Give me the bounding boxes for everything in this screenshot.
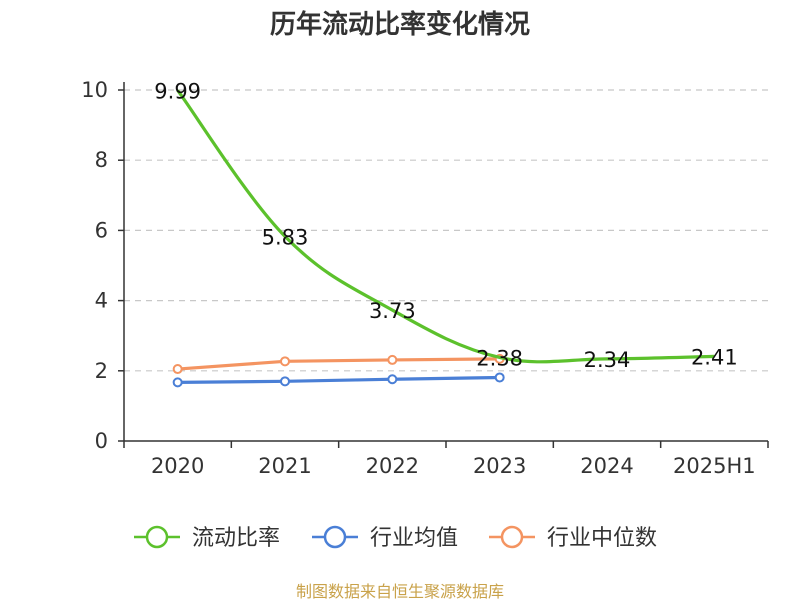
x-tick-label-2023: 2023 <box>473 454 526 478</box>
data-point-行业均值-2023 <box>494 372 505 383</box>
x-tick-label-2024: 2024 <box>580 454 633 478</box>
data-label-2021: 5.83 <box>262 225 309 249</box>
x-tick-label-2022: 2022 <box>366 454 419 478</box>
y-tick-label-8: 8 <box>95 148 108 172</box>
grid-lines <box>124 89 768 372</box>
legend-label-流动比率: 流动比率 <box>192 526 280 551</box>
series-line-流动比率 <box>176 89 715 364</box>
axes: 0 2 4 6 8 10 2020 2021 2022 2023 2024 2025H1 <box>81 78 769 478</box>
data-label-2022: 3.73 <box>369 299 416 323</box>
legend-item-流动比率[interactable]: 流动比率 <box>134 525 280 551</box>
data-label-2024: 2.34 <box>584 348 631 372</box>
y-tick-label-4: 4 <box>95 289 108 313</box>
legend-label-行业均值: 行业均值 <box>370 526 458 551</box>
data-point-行业均值-2021 <box>280 376 290 387</box>
x-tick-label-2025H1: 2025H1 <box>673 454 756 478</box>
legend-label-行业中位数: 行业中位数 <box>547 526 657 551</box>
y-tick-label-0: 0 <box>95 429 108 453</box>
legend-item-行业中位数[interactable]: 行业中位数 <box>489 525 657 551</box>
source-note: 制图数据来自恒生聚源数据库 <box>295 582 504 601</box>
y-tick-label-2: 2 <box>95 359 108 383</box>
legend[interactable]: 流动比率 行业均值 行业中位数 <box>134 525 657 551</box>
data-point-行业均值-2022 <box>387 374 398 385</box>
x-tick-label-2020: 2020 <box>151 454 204 478</box>
series-layer <box>172 89 715 388</box>
series-line-行业均值 <box>177 375 500 384</box>
x-tick-label-2021: 2021 <box>258 454 311 478</box>
data-point-行业中位数-2022 <box>387 354 398 365</box>
data-point-行业均值-2020 <box>172 377 183 388</box>
data-point-行业中位数-2020 <box>172 364 183 375</box>
series-line-行业中位数 <box>177 357 500 371</box>
data-label-2023: 2.38 <box>476 346 523 370</box>
data-label-2025H1: 2.41 <box>691 345 738 369</box>
data-labels: 9.99 5.83 3.73 2.38 2.34 2.41 <box>154 79 737 372</box>
y-tick-label-10: 10 <box>81 78 108 102</box>
data-label-2020: 9.99 <box>154 79 201 103</box>
legend-marker-行业中位数 <box>500 525 524 549</box>
legend-marker-行业均值 <box>323 525 347 549</box>
chart-title: 历年流动比率变化情况 <box>269 10 530 40</box>
data-point-行业中位数-2021 <box>280 356 290 367</box>
legend-item-行业均值[interactable]: 行业均值 <box>312 525 458 551</box>
legend-marker-流动比率 <box>145 525 169 549</box>
y-tick-label-6: 6 <box>95 218 108 242</box>
